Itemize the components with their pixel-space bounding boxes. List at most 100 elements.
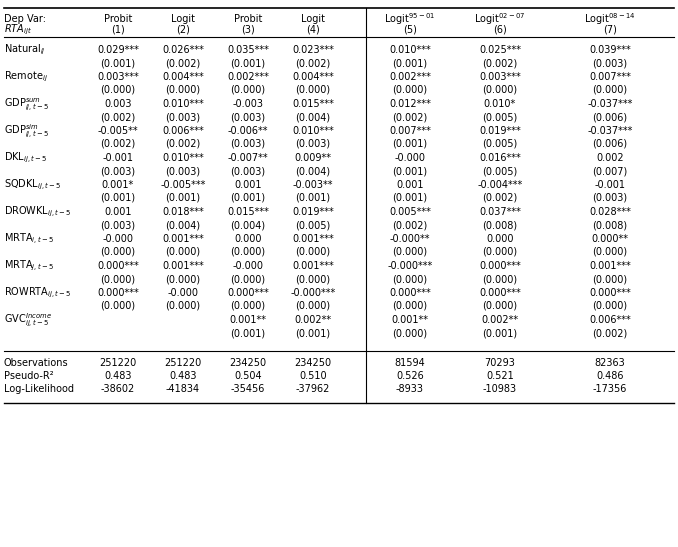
Text: (0.003): (0.003) xyxy=(100,220,136,230)
Text: -0.001: -0.001 xyxy=(102,153,134,163)
Text: (0.003): (0.003) xyxy=(593,58,628,68)
Text: (0.002): (0.002) xyxy=(393,220,428,230)
Text: SQDKL$_{ij,t-5}$: SQDKL$_{ij,t-5}$ xyxy=(4,178,62,192)
Text: -0.000: -0.000 xyxy=(395,153,426,163)
Text: 0.018***: 0.018*** xyxy=(162,207,204,217)
Text: 0.003***: 0.003*** xyxy=(479,72,521,82)
Text: (0.000): (0.000) xyxy=(100,301,136,311)
Text: 0.001**: 0.001** xyxy=(391,315,428,325)
Text: 0.000: 0.000 xyxy=(235,234,262,244)
Text: (1): (1) xyxy=(111,25,125,35)
Text: Dep Var:: Dep Var: xyxy=(4,14,46,24)
Text: (0.002): (0.002) xyxy=(593,328,628,338)
Text: Probit: Probit xyxy=(234,14,262,24)
Text: (0.001): (0.001) xyxy=(231,193,266,203)
Text: 0.483: 0.483 xyxy=(170,371,197,381)
Text: (0.002): (0.002) xyxy=(165,58,201,68)
Text: (7): (7) xyxy=(603,25,617,35)
Text: 0.001***: 0.001*** xyxy=(292,234,334,244)
Text: -35456: -35456 xyxy=(231,384,265,394)
Text: (0.000): (0.000) xyxy=(296,85,331,95)
Text: 0.002**: 0.002** xyxy=(481,315,519,325)
Text: -0.000: -0.000 xyxy=(233,261,264,271)
Text: (0.002): (0.002) xyxy=(100,112,136,122)
Text: (0.005): (0.005) xyxy=(482,139,517,149)
Text: ROWRTA$_{ij,t-5}$: ROWRTA$_{ij,t-5}$ xyxy=(4,286,72,300)
Text: (0.000): (0.000) xyxy=(165,247,201,257)
Text: (0.005): (0.005) xyxy=(482,112,517,122)
Text: (0.006): (0.006) xyxy=(593,139,628,149)
Text: (0.003): (0.003) xyxy=(231,166,266,176)
Text: (0.004): (0.004) xyxy=(231,220,266,230)
Text: 0.001*: 0.001* xyxy=(102,180,134,190)
Text: (0.006): (0.006) xyxy=(593,112,628,122)
Text: (0.000): (0.000) xyxy=(393,301,428,311)
Text: -0.004***: -0.004*** xyxy=(477,180,523,190)
Text: 0.001***: 0.001*** xyxy=(292,261,334,271)
Text: -0.003: -0.003 xyxy=(233,99,264,109)
Text: (0.002): (0.002) xyxy=(482,58,517,68)
Text: (6): (6) xyxy=(493,25,507,35)
Text: 0.000***: 0.000*** xyxy=(589,288,631,298)
Text: 0.002***: 0.002*** xyxy=(389,72,431,82)
Text: Logit: Logit xyxy=(301,14,325,24)
Text: -37962: -37962 xyxy=(296,384,330,394)
Text: 234250: 234250 xyxy=(294,358,332,368)
Text: (2): (2) xyxy=(176,25,190,35)
Text: 81594: 81594 xyxy=(395,358,425,368)
Text: (0.004): (0.004) xyxy=(296,166,331,176)
Text: 0.504: 0.504 xyxy=(234,371,262,381)
Text: DKL$_{ij,t-5}$: DKL$_{ij,t-5}$ xyxy=(4,151,47,165)
Text: 0.000***: 0.000*** xyxy=(479,288,521,298)
Text: (0.001): (0.001) xyxy=(393,166,428,176)
Text: 0.035***: 0.035*** xyxy=(227,45,269,55)
Text: (0.000): (0.000) xyxy=(483,301,517,311)
Text: -0.037***: -0.037*** xyxy=(587,126,633,136)
Text: 0.023***: 0.023*** xyxy=(292,45,334,55)
Text: (0.000): (0.000) xyxy=(483,274,517,284)
Text: 234250: 234250 xyxy=(229,358,266,368)
Text: -38602: -38602 xyxy=(101,384,135,394)
Text: Logit$^{02-07}$: Logit$^{02-07}$ xyxy=(475,11,525,27)
Text: 0.486: 0.486 xyxy=(596,371,624,381)
Text: (0.000): (0.000) xyxy=(165,85,201,95)
Text: (0.003): (0.003) xyxy=(165,112,201,122)
Text: -0.000: -0.000 xyxy=(102,234,134,244)
Text: -10983: -10983 xyxy=(483,384,517,394)
Text: 0.001: 0.001 xyxy=(104,207,132,217)
Text: (0.002): (0.002) xyxy=(393,112,428,122)
Text: (0.000): (0.000) xyxy=(165,301,201,311)
Text: 0.001**: 0.001** xyxy=(229,315,266,325)
Text: 0.029***: 0.029*** xyxy=(97,45,139,55)
Text: 82363: 82363 xyxy=(595,358,625,368)
Text: 0.000***: 0.000*** xyxy=(389,288,431,298)
Text: 0.001: 0.001 xyxy=(235,180,262,190)
Text: -0.005**: -0.005** xyxy=(98,126,138,136)
Text: (0.002): (0.002) xyxy=(100,139,136,149)
Text: (0.000): (0.000) xyxy=(593,85,628,95)
Text: (0.001): (0.001) xyxy=(231,328,266,338)
Text: (0.005): (0.005) xyxy=(296,220,331,230)
Text: 0.010***: 0.010*** xyxy=(162,153,204,163)
Text: 70293: 70293 xyxy=(485,358,515,368)
Text: 0.000: 0.000 xyxy=(486,234,514,244)
Text: -0.006**: -0.006** xyxy=(228,126,268,136)
Text: -0.000**: -0.000** xyxy=(390,234,431,244)
Text: 0.039***: 0.039*** xyxy=(589,45,631,55)
Text: Logit$^{95-01}$: Logit$^{95-01}$ xyxy=(384,11,436,27)
Text: 0.005***: 0.005*** xyxy=(389,207,431,217)
Text: 0.510: 0.510 xyxy=(299,371,327,381)
Text: (5): (5) xyxy=(403,25,417,35)
Text: (0.000): (0.000) xyxy=(296,301,331,311)
Text: 0.028***: 0.028*** xyxy=(589,207,631,217)
Text: 0.002**: 0.002** xyxy=(294,315,332,325)
Text: (0.000): (0.000) xyxy=(393,85,428,95)
Text: 0.001***: 0.001*** xyxy=(589,261,631,271)
Text: (0.000): (0.000) xyxy=(231,301,266,311)
Text: (0.000): (0.000) xyxy=(393,247,428,257)
Text: -0.001: -0.001 xyxy=(595,180,626,190)
Text: 0.002: 0.002 xyxy=(596,153,624,163)
Text: (0.000): (0.000) xyxy=(593,247,628,257)
Text: (0.001): (0.001) xyxy=(100,193,136,203)
Text: (0.000): (0.000) xyxy=(100,247,136,257)
